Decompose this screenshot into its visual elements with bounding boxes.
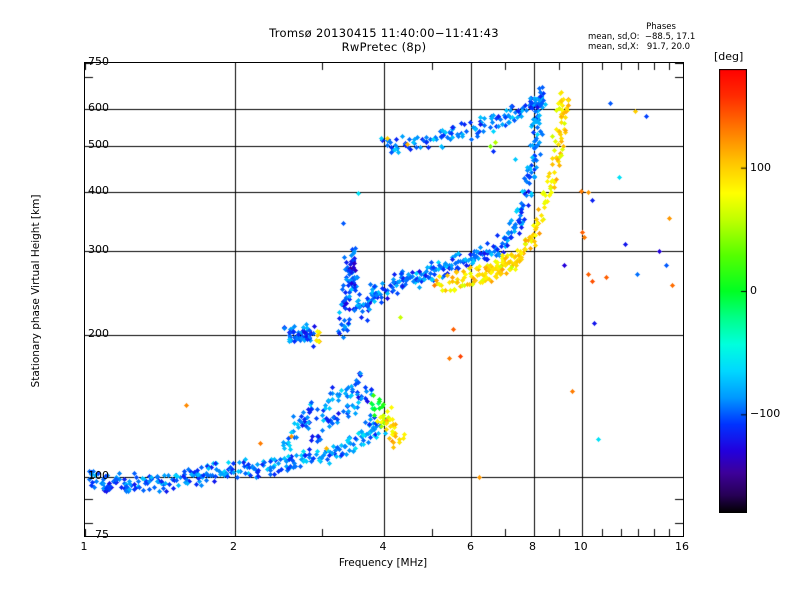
x-tick-10: 10 xyxy=(573,540,588,553)
colorbar xyxy=(719,69,747,513)
x-tick-16: 16 xyxy=(675,540,689,553)
plot-area xyxy=(84,62,684,537)
y-tick-400: 400 xyxy=(88,184,109,198)
phase-statistics-annotation: Phases mean, sd,O: −88.5, 17.1 mean, sd,… xyxy=(588,22,788,52)
scatter-plot-canvas xyxy=(85,63,683,536)
x-tick-8: 8 xyxy=(529,540,536,553)
phase-stats-x-mode: mean, sd,X: 91.7, 20.0 xyxy=(588,42,691,52)
colorbar-tick-marks xyxy=(719,69,747,513)
x-tick-2: 2 xyxy=(230,540,237,553)
x-tick-4: 4 xyxy=(379,540,387,553)
colorbar-tick-1: 0 xyxy=(750,284,757,297)
y-tick-500: 500 xyxy=(88,138,109,152)
y-tick-75: 75 xyxy=(95,528,109,541)
y-tick-600: 600 xyxy=(88,100,109,114)
y-tick-750: 750 xyxy=(88,55,109,68)
figure-title: Tromsø 20130415 11:40:00−11:41:43 RwPret… xyxy=(84,26,684,54)
title-line-2: RwPretec (8p) xyxy=(341,40,427,54)
x-axis-label: Frequency [MHz] xyxy=(338,557,428,569)
x-tick-1: 1 xyxy=(80,540,88,553)
x-tick-6: 6 xyxy=(466,540,474,553)
y-tick-200: 200 xyxy=(88,326,109,340)
colorbar-unit-label: [deg] xyxy=(714,50,744,63)
colorbar-tick-2: −100 xyxy=(750,407,781,421)
y-axis-label: Stationary phase Virtual Height [km] xyxy=(30,194,42,388)
title-line-1: Tromsø 20130415 11:40:00−11:41:43 xyxy=(269,26,499,40)
phase-stats-o-mode: mean, sd,O: −88.5, 17.1 xyxy=(588,32,696,42)
y-tick-100: 100 xyxy=(88,468,109,482)
colorbar-tick-0: 100 xyxy=(750,160,771,174)
phase-stats-heading: Phases xyxy=(646,22,676,32)
y-tick-300: 300 xyxy=(88,243,109,257)
